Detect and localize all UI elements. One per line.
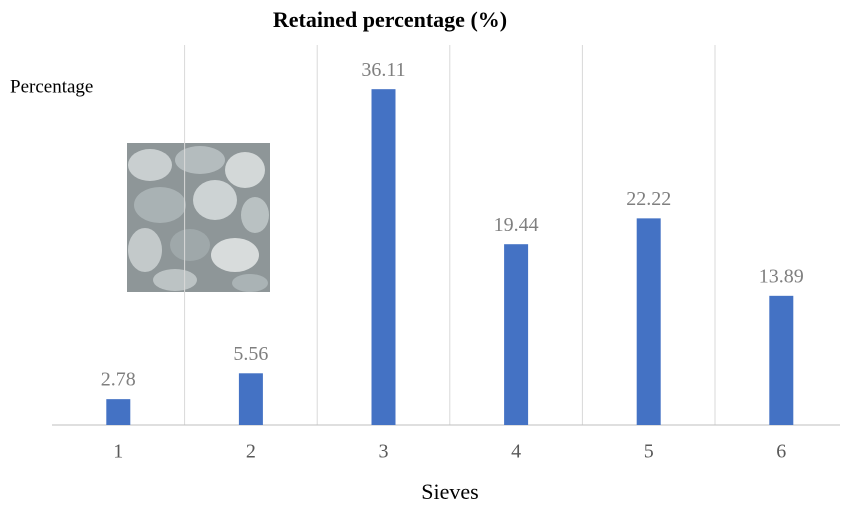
bar: [504, 244, 528, 425]
x-tick-label: 6: [776, 441, 786, 463]
chart: Retained percentage (%) Percentage Sieve…: [0, 0, 841, 507]
x-tick-label: 4: [511, 441, 521, 463]
data-label: 36.11: [361, 59, 405, 81]
stone-photo: [127, 143, 270, 292]
x-tick-label: 5: [644, 441, 654, 463]
bar: [372, 89, 396, 425]
bar: [637, 218, 661, 425]
data-label: 13.89: [759, 265, 804, 287]
data-label: 22.22: [626, 188, 671, 210]
bar: [239, 373, 263, 425]
data-label: 2.78: [101, 369, 136, 391]
y-axis-label: Percentage: [10, 76, 93, 97]
data-label: 19.44: [494, 214, 539, 236]
chart-title: Retained percentage (%): [273, 7, 507, 32]
bar: [769, 296, 793, 425]
data-label: 5.56: [233, 343, 268, 365]
x-tick-label: 2: [246, 441, 256, 463]
x-tick-label: 3: [379, 441, 389, 463]
x-axis-label: Sieves: [421, 479, 478, 504]
x-tick-label: 1: [113, 441, 123, 463]
bar: [106, 399, 130, 425]
